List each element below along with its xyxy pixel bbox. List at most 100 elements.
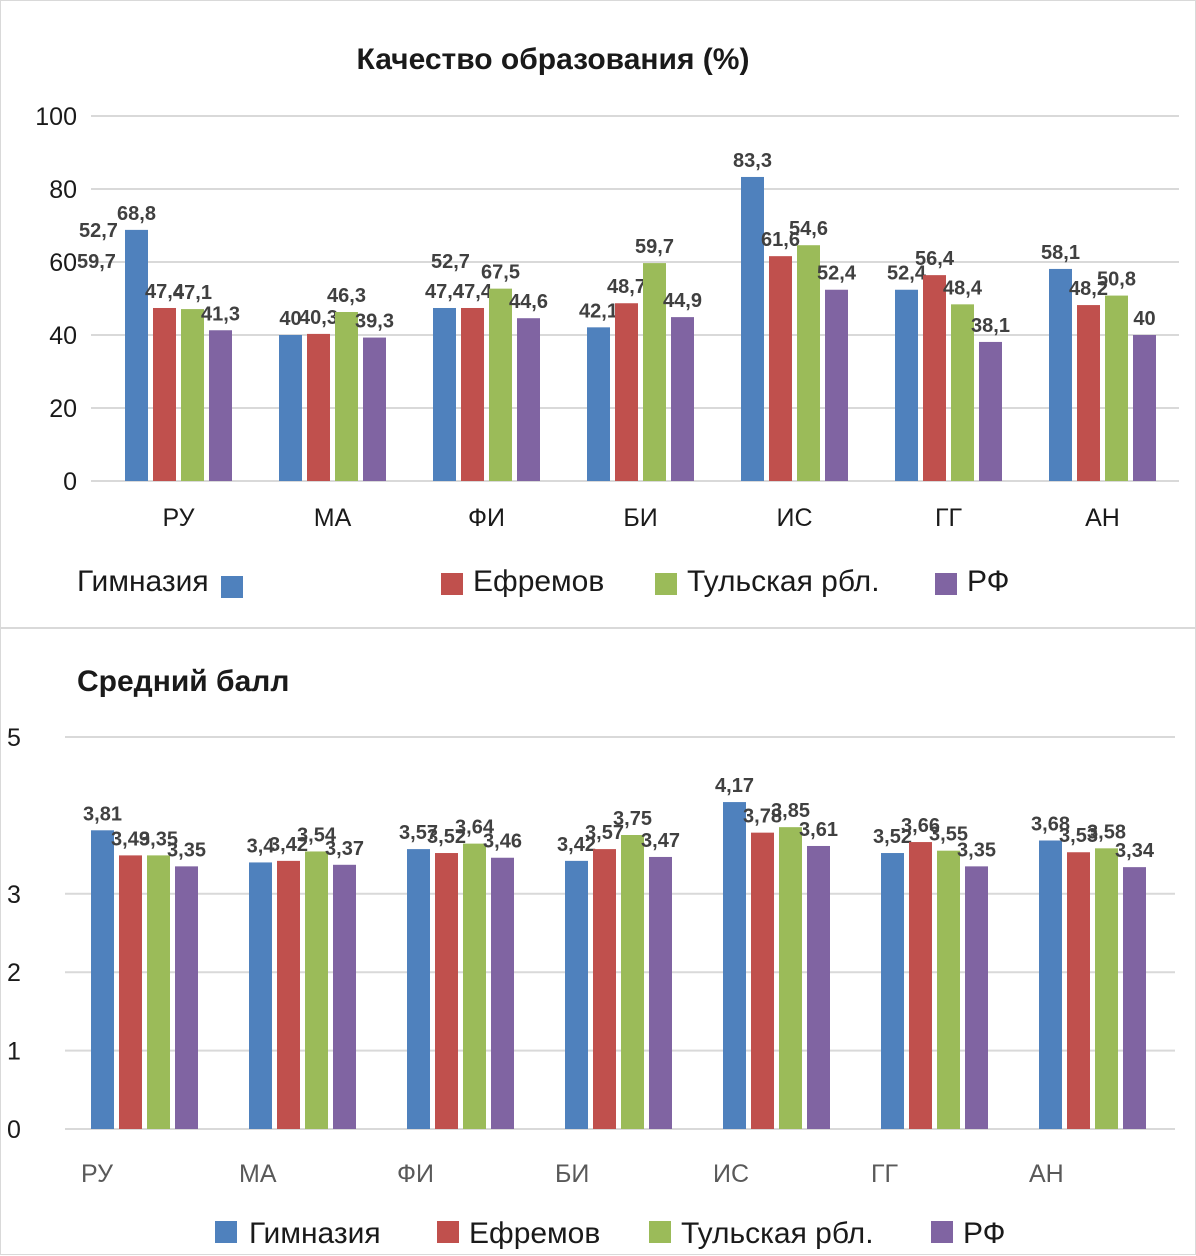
bar-efremov [435, 853, 458, 1129]
data-label: 3,75 [613, 808, 652, 830]
data-label: 54,6 [789, 218, 828, 240]
y-tick-label: 60 [49, 249, 77, 277]
legend-label-rf: РФ [963, 1217, 1005, 1250]
bar-tula [779, 827, 802, 1129]
bar-efremov [751, 833, 774, 1129]
bar-rf [491, 858, 514, 1129]
category-label: АН [1029, 1160, 1064, 1188]
legend-swatch-gymnasium [221, 576, 243, 598]
bar-gymnasium [587, 327, 610, 481]
bar-efremov [1067, 852, 1090, 1129]
legend-swatch-rf [931, 1221, 953, 1243]
bar-tula [305, 851, 328, 1129]
data-label: 52,7 [431, 251, 470, 273]
bar-efremov [1077, 305, 1100, 481]
category-label: МА [239, 1160, 277, 1188]
chart-title: Качество образования (%) [357, 43, 750, 76]
data-label: 3,34 [1115, 840, 1155, 862]
quality-chart-svg: Качество образования (%) 0 20 40 60 80 100 68,8… [1, 1, 1196, 629]
data-label: 58,1 [1041, 242, 1080, 264]
bar-efremov [615, 303, 638, 481]
bar-gymnasium [1049, 269, 1072, 481]
data-label: 48,7 [607, 276, 646, 298]
bar-tula [621, 835, 644, 1129]
quality-chart-panel: Качество образования (%) 0 20 40 60 80 100 68,8… [0, 0, 1196, 628]
score-chart-panel: Средний балл 0 1 2 3 5 3,81 3,49 3,35 3,35 РУ 3,4 3,… [0, 628, 1196, 1255]
data-label: 3,37 [325, 838, 364, 860]
bar-tula [1105, 296, 1128, 481]
bar-rf [965, 866, 988, 1129]
data-label: 50,8 [1097, 269, 1136, 291]
bar-rf [517, 318, 540, 481]
bar-efremov [769, 256, 792, 481]
bar-gymnasium [407, 849, 430, 1129]
bar-gymnasium [741, 177, 764, 481]
y-tick-label: 100 [35, 103, 77, 131]
bar-gymnasium [895, 290, 918, 481]
data-label: 59,7 [635, 236, 674, 258]
data-label: 41,3 [201, 303, 240, 325]
legend-label-tula: Тульская рбл. [687, 565, 880, 598]
category-label: ГГ [871, 1160, 899, 1188]
bar-tula [335, 312, 358, 481]
legend-label-efremov: Ефремов [469, 1217, 600, 1250]
data-label: 44,6 [509, 291, 548, 313]
category-label: РУ [162, 504, 194, 532]
bar-rf [825, 290, 848, 481]
legend-swatch-rf [935, 573, 957, 595]
bar-rf [363, 338, 386, 481]
bar-tula [489, 289, 512, 481]
data-label: 3,81 [83, 803, 122, 825]
legend-label-gymnasium: Гимназия [249, 1217, 381, 1250]
bar-efremov [119, 855, 142, 1129]
bar-rf [649, 857, 672, 1129]
data-label: 47,1 [173, 282, 212, 304]
bar-efremov [923, 275, 946, 481]
data-label: 48,4 [943, 277, 983, 299]
bar-rf [209, 330, 232, 481]
data-label: 3,46 [483, 831, 522, 853]
data-label: 56,4 [915, 248, 955, 270]
data-label: 3,35 [957, 839, 996, 861]
data-label: 42,1 [579, 300, 618, 322]
bar-gymnasium [433, 308, 456, 481]
bar-gymnasium [881, 853, 904, 1129]
data-label: 46,3 [327, 285, 366, 307]
bar-gymnasium [279, 335, 302, 481]
bar-rf [333, 865, 356, 1129]
data-label: 3,35 [167, 839, 206, 861]
data-label: 83,3 [733, 150, 772, 172]
data-label: 4,17 [715, 775, 754, 797]
bar-efremov [277, 861, 300, 1129]
category-label: ГГ [935, 504, 963, 532]
data-label: 67,5 [481, 262, 520, 284]
category-label: ФИ [397, 1160, 434, 1188]
category-label: ФИ [468, 504, 505, 532]
legend-swatch-gymnasium [215, 1221, 237, 1243]
chart-title: Средний балл [77, 665, 289, 698]
legend-swatch-tula [655, 573, 677, 595]
category-label: ИС [713, 1160, 749, 1188]
bar-rf [1123, 867, 1146, 1129]
bar-efremov [153, 308, 176, 481]
y-tick-label: 1 [7, 1038, 21, 1066]
data-label: 44,9 [663, 290, 702, 312]
bar-gymnasium [125, 230, 148, 481]
y-tick-label: 2 [7, 959, 21, 987]
bar-rf [671, 317, 694, 481]
y-tick-label: 5 [7, 724, 21, 752]
category-label: БИ [623, 504, 657, 532]
category-label: БИ [555, 1160, 589, 1188]
data-label: 52,7 [79, 220, 118, 242]
data-label: 3,61 [799, 819, 838, 841]
bar-efremov [593, 849, 616, 1129]
category-label: МА [314, 504, 352, 532]
legend-label-efremov: Ефремов [473, 565, 604, 598]
bar-tula [147, 855, 170, 1129]
data-label: 39,3 [355, 311, 394, 333]
data-label: 3,47 [641, 830, 680, 852]
legend-swatch-efremov [441, 573, 463, 595]
category-label: АН [1085, 504, 1120, 532]
bar-rf [979, 342, 1002, 481]
score-chart-svg: Средний балл012353,813,493,353,35РУ3,43,… [1, 629, 1196, 1256]
